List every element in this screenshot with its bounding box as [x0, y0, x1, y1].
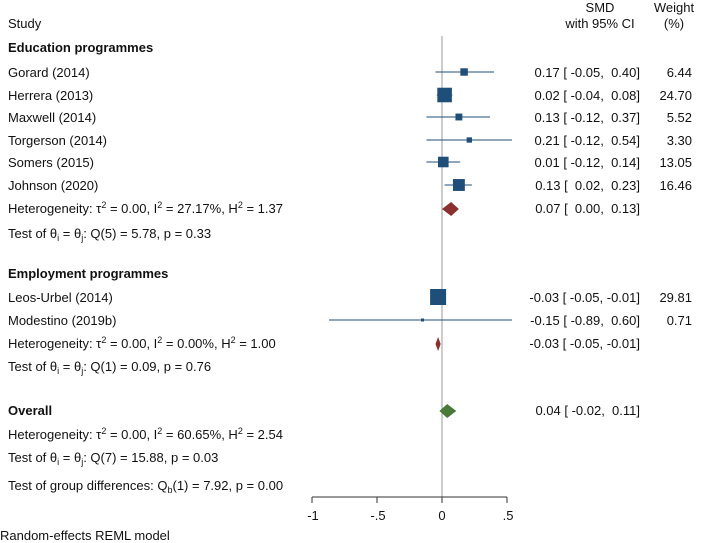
study-label: Maxwell (2014)	[8, 110, 97, 125]
heterogeneity-education: Heterogeneity: τ2 = 0.00, I2 = 27.17%, H…	[8, 200, 283, 217]
overall-heading: Overall	[8, 403, 53, 418]
study-marker	[466, 137, 472, 143]
ci-value-pooled: -0.03 [ -0.05, -0.01]	[529, 336, 640, 351]
weight-value: 0.71	[666, 313, 692, 328]
heterogeneity-overall: Heterogeneity: τ2 = 0.00, I2 = 60.65%, H…	[8, 426, 283, 443]
study-label: Somers (2015)	[8, 155, 94, 170]
x-tick-label: -.5	[370, 508, 386, 523]
study-label: Gorard (2014)	[8, 65, 90, 80]
study-label: Johnson (2020)	[8, 178, 99, 193]
ci-value-pooled: 0.07 [ 0.00, 0.13]	[535, 201, 640, 216]
group-difference-test: Test of group differences: Qb(1) = 7.92,…	[8, 478, 284, 495]
ci-value: 0.13 [ -0.12, 0.37]	[534, 110, 640, 125]
study-marker	[437, 87, 452, 103]
weight-value: 13.05	[659, 155, 692, 170]
study-label: Modestino (2019b)	[8, 313, 117, 328]
group-heading-employment: Employment programmes	[8, 266, 169, 281]
weight-header-line1: Weight	[653, 0, 695, 15]
study-marker	[455, 113, 463, 121]
weight-value: 5.52	[666, 110, 692, 125]
study-label: Torgerson (2014)	[8, 133, 107, 148]
weight-value: 24.70	[659, 88, 692, 103]
study-label: Leos-Urbel (2014)	[8, 290, 113, 305]
ci-value: 0.21 [ -0.12, 0.54]	[534, 133, 640, 148]
weight-value: 29.81	[659, 290, 692, 305]
ci-value-overall: 0.04 [ -0.02, 0.11]	[535, 403, 640, 418]
smd-header-line2: with 95% CI	[565, 16, 635, 31]
x-tick-label: .5	[502, 508, 514, 523]
ci-value: -0.15 [ -0.89, 0.60]	[530, 313, 640, 328]
test-overall: Test of θi = θj: Q(7) = 15.88, p = 0.03	[8, 450, 219, 467]
ci-value: 0.13 [ 0.02, 0.23]	[535, 178, 640, 193]
study-label: Herrera (2013)	[8, 88, 94, 103]
subgroup-pooled-diamond	[435, 337, 441, 351]
weight-value: 16.46	[659, 178, 692, 193]
ci-value: 0.17 [ -0.05, 0.40]	[534, 65, 640, 80]
study-marker	[438, 156, 449, 168]
weight-value: 3.30	[666, 133, 692, 148]
weight-value: 6.44	[666, 65, 692, 80]
group-heading-education: Education programmes	[8, 40, 154, 55]
x-tick-label: 0	[438, 508, 446, 523]
model-footnote: Random-effects REML model	[0, 528, 170, 543]
study-marker	[421, 318, 424, 322]
ci-value: -0.03 [ -0.05, -0.01]	[529, 290, 640, 305]
heterogeneity-employment: Heterogeneity: τ2 = 0.00, I2 = 0.00%, H2…	[8, 335, 276, 352]
overall-pooled-diamond	[439, 404, 457, 418]
study-column-header: Study	[8, 16, 42, 31]
weight-header-line2: (%)	[663, 16, 685, 31]
x-tick-label: -1	[307, 508, 319, 523]
study-marker	[452, 179, 465, 191]
test-employment: Test of θi = θj: Q(1) = 0.09, p = 0.76	[8, 359, 212, 376]
smd-header-line1: SMD	[585, 0, 615, 15]
ci-value: 0.02 [ -0.04, 0.08]	[534, 88, 640, 103]
ci-value: 0.01 [ -0.12, 0.14]	[534, 155, 640, 170]
study-marker	[430, 289, 447, 305]
test-education: Test of θi = θj: Q(5) = 5.78, p = 0.33	[8, 226, 212, 243]
study-marker	[460, 68, 468, 76]
subgroup-pooled-diamond	[442, 202, 459, 216]
